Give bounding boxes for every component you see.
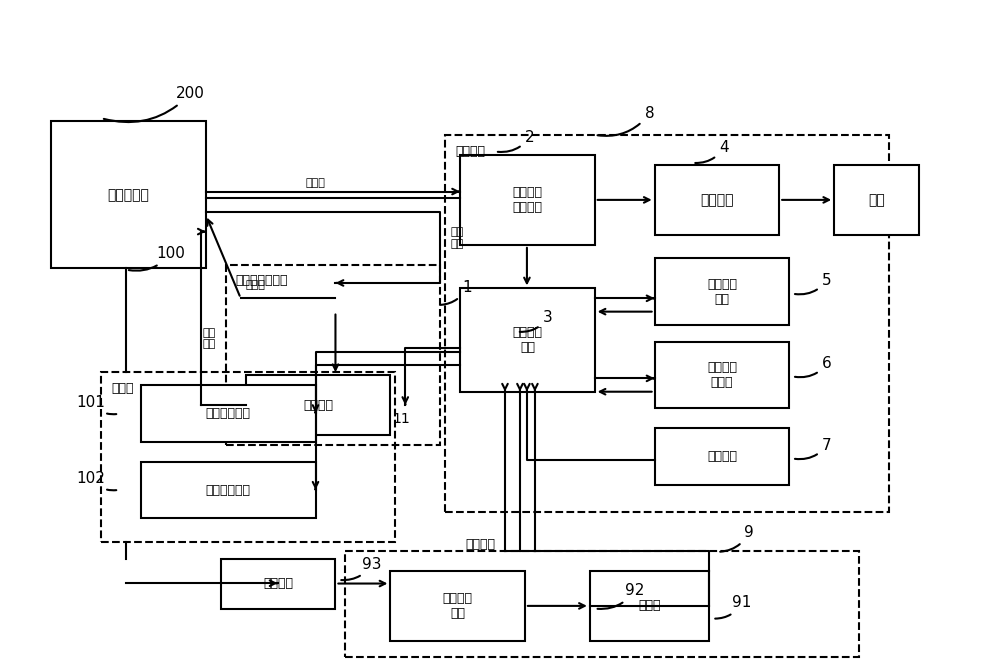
Bar [345, 551, 859, 657]
Text: 熄火控制电路: 熄火控制电路 [206, 484, 251, 496]
Text: 8: 8 [597, 106, 654, 136]
Bar [141, 385, 316, 442]
Bar [390, 571, 525, 641]
Bar [141, 462, 316, 519]
Text: 200: 200 [104, 86, 205, 122]
Text: 采样
绕组: 采样 绕组 [450, 227, 463, 249]
Text: 发动机: 发动机 [111, 382, 134, 395]
Text: 控制面板: 控制面板 [455, 145, 485, 158]
Text: 供电模块: 供电模块 [700, 193, 734, 207]
Text: 输出电流
检测模块: 输出电流 检测模块 [512, 186, 542, 214]
Text: 9: 9 [720, 525, 754, 551]
Text: 供电状态
指示灯: 供电状态 指示灯 [707, 361, 737, 389]
Text: 电源模块: 电源模块 [465, 538, 495, 551]
Bar [101, 372, 395, 542]
Text: 主绕组: 主绕组 [306, 178, 325, 188]
Bar [655, 342, 789, 409]
Text: 92: 92 [598, 583, 644, 609]
Text: 充电线圈: 充电线圈 [263, 577, 293, 590]
Bar [460, 288, 595, 392]
Text: 100: 100 [129, 247, 185, 271]
Text: 励磁发电机: 励磁发电机 [108, 188, 149, 202]
Bar [834, 165, 919, 235]
Text: 102: 102 [76, 471, 116, 490]
Text: 启动控制电路: 启动控制电路 [206, 407, 251, 420]
Bar [590, 571, 709, 641]
Text: 励磁开关: 励磁开关 [303, 399, 333, 411]
Text: 励磁
绕组: 励磁 绕组 [202, 328, 215, 349]
Text: 供电切换
开关: 供电切换 开关 [707, 277, 737, 306]
Text: 启停开关: 启停开关 [707, 450, 737, 463]
Text: 7: 7 [795, 438, 832, 459]
Text: 6: 6 [795, 356, 832, 377]
Text: 2: 2 [498, 129, 535, 152]
Bar [460, 155, 595, 245]
Bar [655, 258, 789, 325]
Bar [655, 165, 779, 235]
Text: 副绕组: 副绕组 [246, 279, 266, 289]
Bar [226, 265, 440, 445]
Text: 3: 3 [520, 310, 553, 332]
Text: 自动电压调节器: 自动电压调节器 [236, 273, 288, 287]
Bar [655, 428, 789, 485]
Text: 4: 4 [695, 139, 729, 163]
Bar [445, 135, 889, 512]
Text: 电力转换
模块: 电力转换 模块 [443, 592, 473, 620]
Text: 5: 5 [795, 273, 832, 294]
Text: 负载: 负载 [868, 193, 885, 207]
Bar [51, 121, 206, 268]
Bar [246, 375, 390, 435]
Text: 93: 93 [341, 557, 382, 580]
Text: 11: 11 [392, 412, 410, 426]
Text: 励磁控制
模块: 励磁控制 模块 [512, 326, 542, 354]
Text: 101: 101 [76, 395, 116, 414]
Text: 91: 91 [715, 595, 752, 618]
Text: 1: 1 [441, 279, 472, 305]
Text: 蓄电池: 蓄电池 [638, 599, 661, 612]
Bar [221, 559, 335, 608]
